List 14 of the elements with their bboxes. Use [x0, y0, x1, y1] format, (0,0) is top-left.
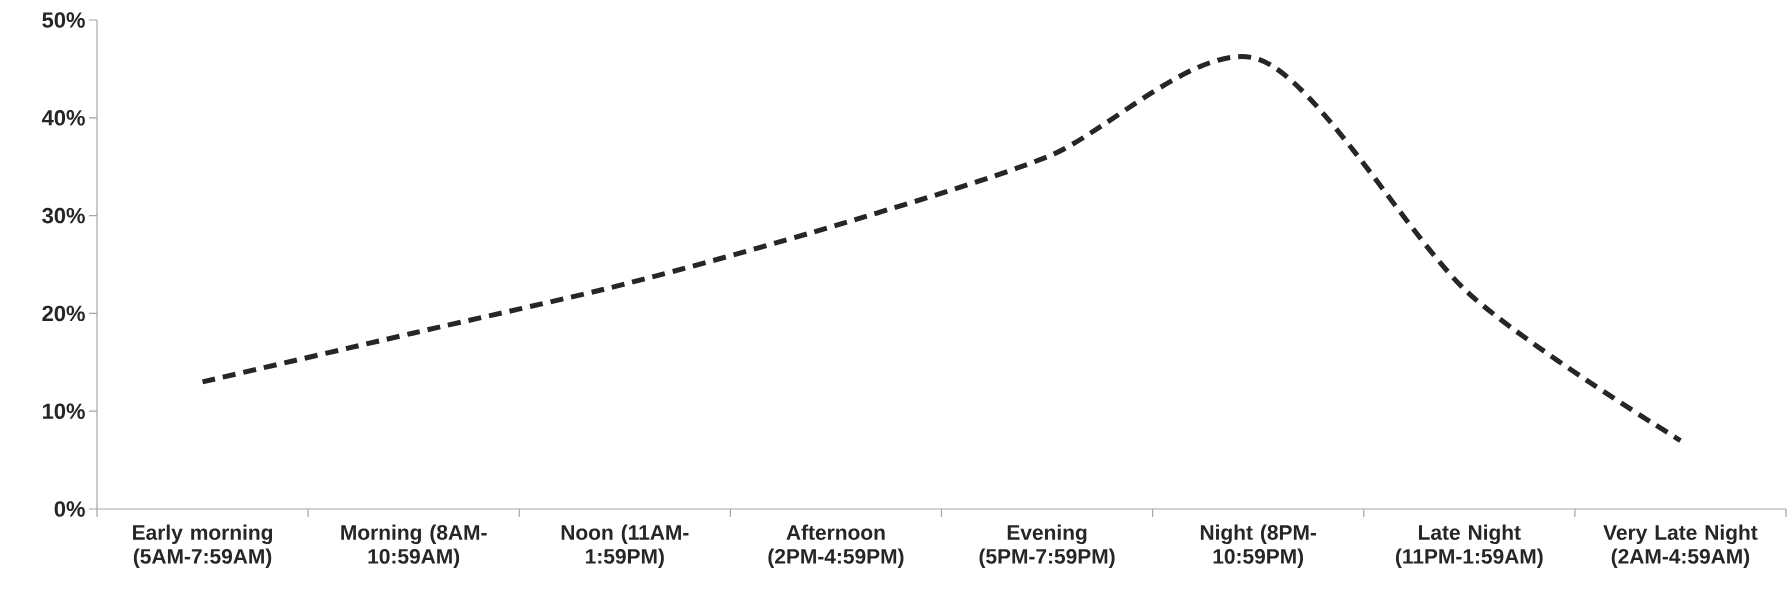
x-tick-label: Noon (11AM-1:59PM): [561, 524, 689, 568]
x-tick-label: Late Night (11PM-1:59AM): [1395, 524, 1543, 568]
y-tick-label: 40%: [41, 110, 85, 126]
y-tick-label: 30%: [42, 207, 85, 224]
x-tick-label: Night (8PM-10:59PM): [1200, 524, 1317, 568]
x-tick-label: Evening (5PM-7:59PM): [979, 524, 1115, 568]
y-tick-label: 20%: [42, 305, 85, 322]
y-tick-label: 0%: [54, 501, 85, 517]
x-tick-label: Very Late Night (2AM-4:59AM): [1603, 524, 1758, 568]
y-tick-label: 50%: [42, 12, 85, 28]
x-tick-label: Morning (8AM-10:59AM): [341, 524, 487, 568]
y-tick-label: 10%: [42, 403, 85, 419]
x-tick-label: Early morning (5AM-7:59AM): [133, 524, 273, 568]
x-tick-label: Afternoon (2PM-4:59PM): [768, 524, 904, 568]
